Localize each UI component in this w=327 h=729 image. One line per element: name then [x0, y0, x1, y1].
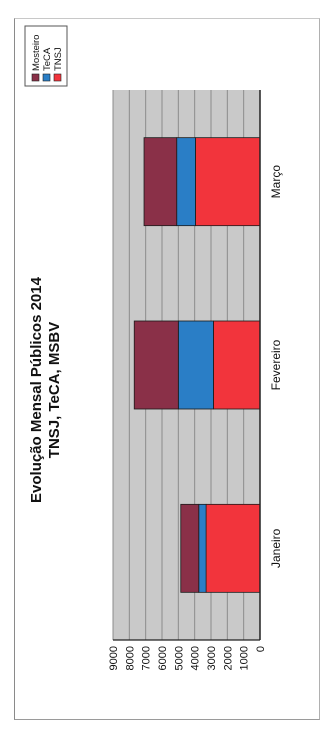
bars [133, 137, 261, 593]
legend-swatch-teca [42, 73, 51, 82]
bar-janeiro-teca [198, 503, 207, 593]
x-tick-labels: Janeiro Fevereiro Março [269, 165, 283, 568]
chart-title: Evolução Mensal Públicos 2014 [28, 276, 45, 503]
bar-marco-mosteiro [143, 137, 178, 227]
legend: Mosteiro TeCA TNSJ [24, 25, 68, 87]
page-frame [14, 18, 320, 720]
y-tick-label: 6000 [157, 646, 169, 670]
y-tick-label: 4000 [190, 646, 202, 670]
x-tick-label: Janeiro [269, 528, 283, 568]
x-tick-label: Março [269, 165, 283, 199]
y-tick-label: 3000 [206, 646, 218, 670]
y-tick-labels: 0 1000 2000 3000 4000 5000 6000 7000 8000 9000 [108, 646, 267, 670]
legend-label-teca: TeCA [42, 47, 53, 71]
bar-janeiro-mosteiro [180, 503, 200, 593]
y-tick-label: 5000 [173, 646, 185, 670]
x-tick-label: Fevereiro [269, 339, 283, 390]
y-tick-label: 7000 [141, 646, 153, 670]
bar-marco-tnsj [195, 137, 261, 227]
legend-label-mosteiro: Mosteiro [31, 35, 42, 71]
chart-container: Evolução Mensal Públicos 2014 TNSJ, TeCA… [15, 20, 315, 720]
bar-fevereiro-teca [177, 320, 214, 410]
y-tick-label: 0 [255, 646, 267, 652]
y-tick-label: 1000 [239, 646, 251, 670]
bar-fevereiro-tnsj [213, 320, 261, 410]
bar-marco-teca [176, 137, 196, 227]
chart-subtitle: TNSJ, TeCA, MSBV [46, 322, 63, 458]
y-tick-label: 2000 [222, 646, 234, 670]
y-tick-label: 9000 [108, 646, 120, 670]
y-tick-label: 8000 [124, 646, 136, 670]
bar-fevereiro-mosteiro [133, 320, 179, 410]
legend-swatch-mosteiro [31, 73, 40, 82]
legend-box [24, 25, 68, 87]
bar-janeiro-tnsj [205, 503, 261, 593]
legend-label-tnsj: TNSJ [53, 47, 64, 71]
chart: Evolução Mensal Públicos 2014 TNSJ, TeCA… [24, 25, 283, 670]
legend-swatch-tnsj [53, 73, 62, 82]
